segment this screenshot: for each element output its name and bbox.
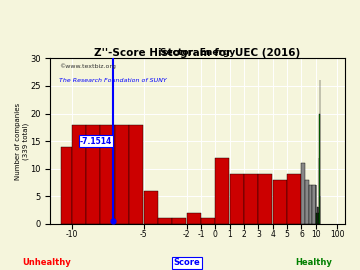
Bar — [312, 185, 316, 224]
Text: -7.1514: -7.1514 — [80, 137, 112, 146]
Bar — [273, 180, 287, 224]
Title: Z''-Score Histogram for UEC (2016): Z''-Score Histogram for UEC (2016) — [94, 48, 301, 58]
Bar — [144, 191, 158, 224]
Bar — [186, 212, 201, 224]
Bar — [100, 124, 114, 224]
Text: Healthy: Healthy — [295, 258, 332, 266]
Bar — [86, 124, 100, 224]
Bar — [287, 174, 301, 224]
Bar — [258, 174, 273, 224]
Text: The Research Foundation of SUNY: The Research Foundation of SUNY — [59, 78, 167, 83]
Text: Unhealthy: Unhealthy — [22, 258, 71, 266]
Bar — [305, 180, 309, 224]
Text: Score: Score — [174, 258, 201, 267]
Bar — [129, 124, 143, 224]
Text: Sector: Energy: Sector: Energy — [160, 48, 235, 57]
Bar — [201, 218, 215, 224]
Bar — [215, 157, 229, 224]
Y-axis label: Number of companies
(339 total): Number of companies (339 total) — [15, 102, 28, 180]
Bar — [61, 147, 72, 224]
Bar — [244, 174, 258, 224]
Bar — [309, 185, 312, 224]
Bar — [230, 174, 244, 224]
Bar — [158, 218, 172, 224]
Bar — [115, 124, 129, 224]
Bar — [301, 163, 305, 224]
Bar — [72, 124, 86, 224]
Text: ©www.textbiz.org: ©www.textbiz.org — [59, 63, 116, 69]
Bar — [172, 218, 186, 224]
